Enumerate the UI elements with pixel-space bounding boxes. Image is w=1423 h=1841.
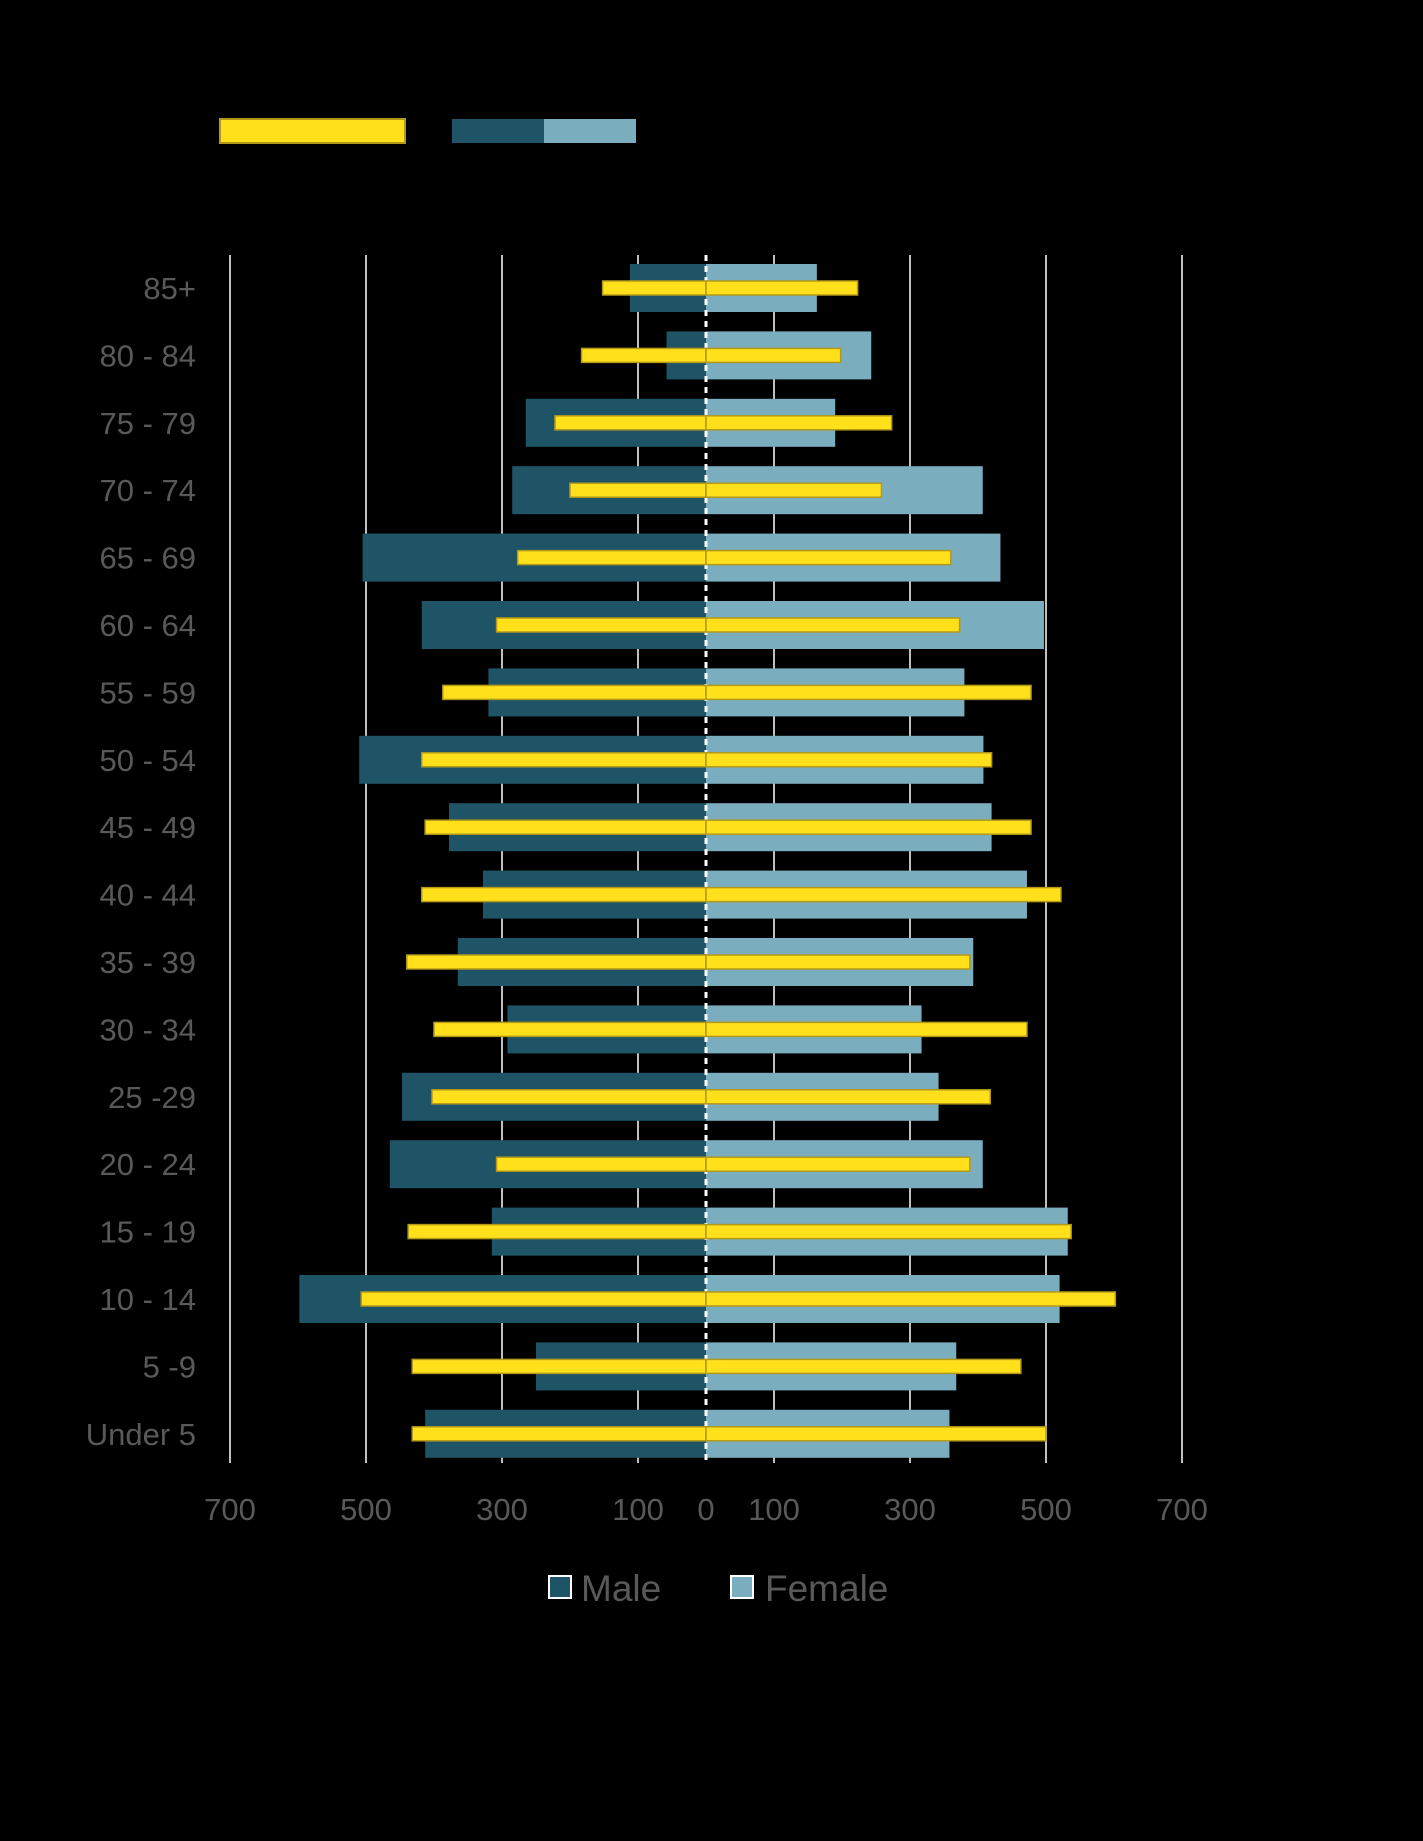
age-group-label: 30 - 34 — [99, 1012, 196, 1047]
age-group-label: 10 - 14 — [99, 1282, 196, 1317]
overlay-bar-left — [442, 684, 707, 701]
overlay-bar-left — [516, 549, 707, 566]
top-key-male-swatch — [452, 119, 544, 143]
age-group-label: 25 -29 — [108, 1080, 196, 1115]
age-group-label: 35 - 39 — [99, 945, 196, 980]
age-group-label: 5 -9 — [143, 1349, 196, 1384]
overlay-bar-right — [705, 819, 1032, 835]
x-tick-label: 500 — [1020, 1492, 1072, 1527]
overlay-bar-right — [705, 1223, 1072, 1240]
overlay-bar-left — [421, 886, 707, 903]
age-group-label: 50 - 54 — [99, 743, 196, 778]
x-tick-label: 300 — [884, 1492, 936, 1527]
overlay-bar-left — [433, 1021, 707, 1038]
age-group-label: 45 - 49 — [99, 810, 196, 845]
age-group-label: 65 - 69 — [99, 541, 196, 576]
overlay-bar-right — [705, 347, 842, 364]
overlay-bar-left — [406, 954, 707, 970]
overlay-bar-right — [705, 1089, 991, 1105]
x-axis-tick-labels: 700 500 300 100 0 100 300 500 700 — [204, 1492, 1208, 1527]
overlay-bar-left — [424, 819, 707, 835]
overlay-bar-right — [705, 482, 883, 498]
x-tick-label: 0 — [697, 1492, 714, 1527]
overlay-bar-right — [705, 1021, 1028, 1038]
overlay-bar-right — [705, 1358, 1022, 1375]
overlay-bar-left — [495, 1156, 707, 1172]
overlay-bar-left — [601, 280, 707, 296]
age-group-label: Under 5 — [86, 1417, 196, 1452]
overlay-bar-right — [705, 1156, 971, 1172]
legend-male-swatch — [548, 1575, 572, 1599]
age-group-label: 15 - 19 — [99, 1215, 196, 1250]
overlay-bar-right — [705, 415, 893, 431]
age-group-labels: 85+ 80 - 84 75 - 79 70 - 74 65 - 69 60 - 64 55… — [86, 271, 196, 1452]
x-tick-label: 300 — [476, 1492, 528, 1527]
overlay-bar-left — [411, 1426, 707, 1442]
top-key-overlay-swatch — [219, 118, 406, 144]
legend-female-label: Female — [765, 1568, 888, 1609]
overlay-bar-left — [421, 752, 707, 768]
overlay-bar-right — [705, 954, 971, 970]
x-tick-label: 100 — [612, 1492, 664, 1527]
age-group-label: 85+ — [143, 271, 196, 306]
legend-key-top — [219, 118, 636, 144]
x-tick-label: 700 — [1156, 1492, 1208, 1527]
overlay-bar-left — [554, 415, 707, 431]
x-tick-label: 100 — [748, 1492, 800, 1527]
overlay-bars — [360, 280, 1117, 1442]
overlay-bar-right — [705, 617, 961, 633]
age-group-label: 60 - 64 — [99, 608, 196, 643]
overlay-bar-right — [705, 280, 859, 296]
overlay-bar-left — [360, 1291, 707, 1307]
age-group-label: 20 - 24 — [99, 1147, 196, 1182]
overlay-bar-left — [495, 617, 707, 633]
overlay-bar-right — [705, 752, 993, 768]
age-group-label: 55 - 59 — [99, 675, 196, 710]
x-tick-label: 700 — [204, 1492, 256, 1527]
legend: Male Female — [548, 1568, 888, 1609]
overlay-bar-left — [431, 1089, 707, 1105]
legend-female-swatch — [730, 1575, 754, 1599]
overlay-bar-right — [705, 886, 1062, 903]
x-tick-label: 500 — [340, 1492, 392, 1527]
age-group-label: 70 - 74 — [99, 473, 196, 508]
age-group-label: 40 - 44 — [99, 878, 196, 913]
overlay-bar-right — [705, 1426, 1047, 1442]
legend-male-label: Male — [581, 1568, 661, 1609]
top-key-female-swatch — [544, 119, 636, 143]
age-group-label: 75 - 79 — [99, 406, 196, 441]
overlay-bar-left — [407, 1223, 707, 1240]
overlay-bar-left — [580, 347, 707, 364]
gridlines — [229, 255, 1183, 1463]
overlay-bar-left — [569, 482, 707, 498]
age-group-label: 80 - 84 — [99, 338, 196, 373]
overlay-bar-right — [705, 1291, 1117, 1307]
overlay-bar-left — [411, 1358, 707, 1375]
overlay-bar-right — [705, 549, 952, 566]
overlay-bar-right — [705, 684, 1032, 701]
